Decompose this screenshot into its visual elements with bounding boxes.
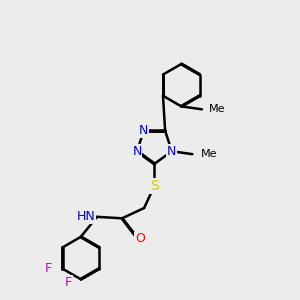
Text: Me: Me xyxy=(209,104,226,114)
Text: F: F xyxy=(45,262,52,275)
Text: HN: HN xyxy=(77,210,95,223)
Text: Me: Me xyxy=(201,149,218,159)
Text: N: N xyxy=(132,145,142,158)
Text: F: F xyxy=(65,276,72,289)
Text: O: O xyxy=(135,232,145,245)
Text: N: N xyxy=(167,145,176,158)
Text: N: N xyxy=(139,124,148,137)
Text: S: S xyxy=(150,179,159,193)
